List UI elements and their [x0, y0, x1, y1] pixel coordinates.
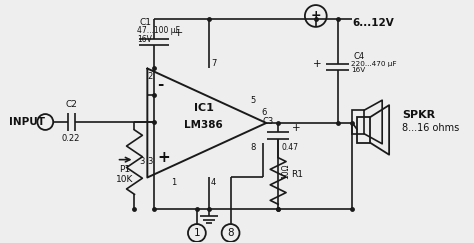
Text: 10K: 10K — [116, 175, 133, 184]
Text: +: + — [157, 150, 170, 165]
Text: 8: 8 — [227, 228, 234, 238]
Text: C4: C4 — [354, 52, 365, 61]
Text: 8...16 ohms: 8...16 ohms — [402, 123, 459, 133]
Text: 6: 6 — [261, 108, 267, 117]
Text: LM386: LM386 — [184, 120, 223, 130]
Text: 10Ω: 10Ω — [281, 164, 290, 179]
Text: +: + — [313, 59, 322, 69]
Text: 3: 3 — [139, 157, 145, 166]
Text: P1: P1 — [119, 165, 130, 174]
Text: 4: 4 — [211, 178, 216, 187]
Text: 16V: 16V — [351, 68, 366, 73]
Text: INPUT: INPUT — [9, 117, 45, 127]
Text: IC1: IC1 — [194, 103, 214, 113]
Text: 0.47: 0.47 — [281, 143, 298, 152]
Text: C2: C2 — [65, 100, 77, 109]
Text: C1: C1 — [139, 18, 151, 27]
Text: 1: 1 — [193, 228, 200, 238]
Text: C3: C3 — [263, 116, 274, 125]
Text: 47...100 μF: 47...100 μF — [137, 26, 181, 35]
Text: 2: 2 — [147, 72, 152, 81]
Text: 7: 7 — [211, 59, 217, 68]
Text: 3: 3 — [147, 157, 152, 166]
Bar — [353, 110, 365, 134]
Text: -: - — [157, 77, 164, 92]
Text: +: + — [174, 28, 183, 38]
Text: 220...470 μF: 220...470 μF — [351, 61, 397, 67]
Text: SPKR: SPKR — [402, 110, 435, 120]
Text: 0.22: 0.22 — [62, 134, 80, 143]
Text: 8: 8 — [250, 143, 256, 152]
Text: R1: R1 — [291, 170, 303, 179]
Text: 16V: 16V — [137, 35, 152, 44]
Text: 1: 1 — [172, 178, 177, 187]
Text: 6...12V: 6...12V — [353, 18, 394, 28]
Text: +: + — [292, 123, 301, 133]
Bar — [357, 117, 370, 143]
Text: 5: 5 — [250, 96, 255, 105]
Text: +: + — [310, 9, 321, 22]
